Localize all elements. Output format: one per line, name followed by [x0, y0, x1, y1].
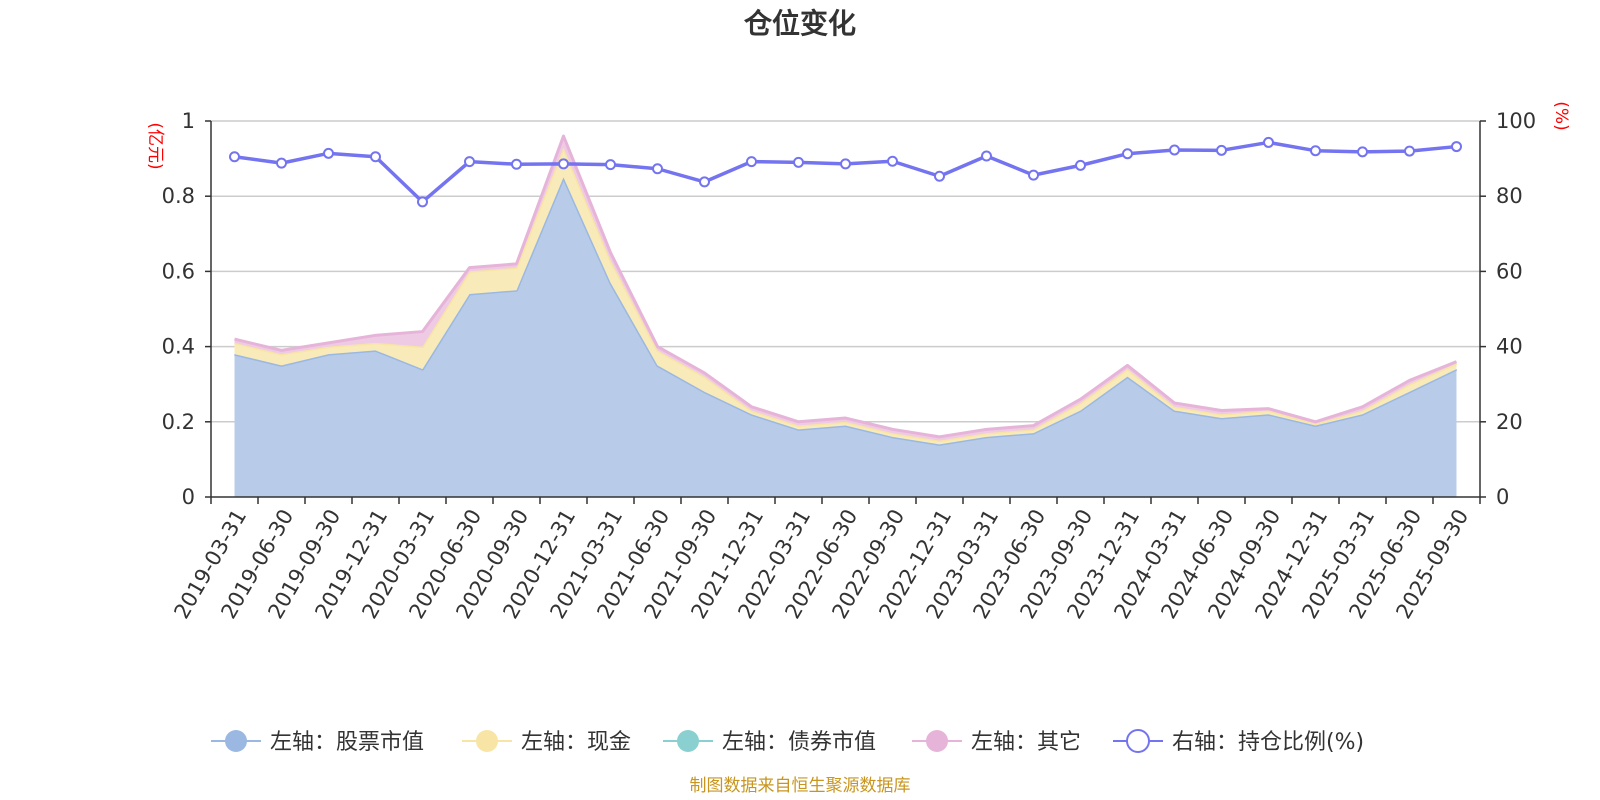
chart-title: 仓位变化 — [744, 7, 856, 40]
ratio-point — [1169, 144, 1180, 156]
ratio-line-series — [229, 136, 1462, 208]
legend-marker — [1126, 729, 1150, 753]
area-左轴：现金 — [234, 147, 1457, 445]
ratio-point — [1216, 144, 1227, 156]
right-y-tick-label: 20 — [1496, 410, 1523, 434]
legend-item: 左轴：股票市值 — [211, 730, 424, 755]
legend-marker — [225, 730, 247, 752]
ratio-point — [652, 163, 663, 175]
left-y-tick-label: 1 — [182, 109, 195, 133]
legend-item: 左轴：债券市值 — [663, 730, 876, 755]
ratio-point — [276, 157, 287, 169]
legend-item: 左轴：现金 — [462, 730, 631, 755]
legend-label: 左轴：现金 — [521, 730, 631, 755]
legend-item: 左轴：其它 — [912, 730, 1081, 755]
ratio-point — [464, 156, 475, 168]
ratio-point — [887, 155, 898, 167]
ratio-point — [605, 159, 616, 171]
ratio-point — [1310, 145, 1321, 157]
legend-item: 右轴：持仓比例(%) — [1113, 729, 1364, 755]
right-y-tick-label: 100 — [1496, 109, 1536, 133]
left-y-tick-label: 0 — [182, 485, 195, 509]
left-y-tick-label: 0.8 — [162, 184, 195, 208]
ratio-point — [699, 176, 710, 188]
ratio-point — [558, 158, 569, 170]
ratio-line — [234, 140, 1457, 204]
left-y-tick-label: 0.6 — [162, 259, 195, 283]
ratio-point — [746, 156, 757, 168]
ratio-point — [1357, 146, 1368, 158]
ratio-point — [1451, 141, 1462, 153]
ratio-point — [934, 170, 945, 182]
legend-label: 左轴：债券市值 — [722, 730, 876, 755]
ratio-point — [793, 156, 804, 168]
left-y-tick-label: 0.4 — [162, 335, 195, 359]
ratio-point — [1075, 159, 1086, 171]
ratio-point — [981, 150, 992, 162]
ratio-point — [370, 151, 381, 163]
right-y-tick-label: 40 — [1496, 335, 1523, 359]
legend-marker — [476, 730, 498, 752]
ratio-point — [840, 158, 851, 170]
left-y-tick-label: 0.2 — [162, 410, 195, 434]
ratio-point — [1122, 148, 1133, 160]
ratio-point — [229, 151, 240, 163]
ratio-point — [417, 196, 428, 208]
legend-label: 右轴：持仓比例(%) — [1172, 730, 1364, 755]
right-axis-unit: (%) — [1551, 101, 1571, 130]
legend: 左轴：股票市值 左轴：现金 左轴：债券市值 左轴：其它 右轴：持仓比例(%) — [211, 729, 1364, 755]
legend-marker — [926, 730, 948, 752]
legend-label: 左轴：股票市值 — [270, 730, 424, 755]
area-series — [234, 134, 1458, 497]
area-左轴：股票市值 — [234, 177, 1457, 497]
right-y-tick-label: 0 — [1496, 485, 1509, 509]
ratio-point — [1263, 136, 1274, 148]
data-source-footer: 制图数据来自恒生聚源数据库 — [690, 776, 911, 796]
ratio-point — [1028, 169, 1039, 181]
legend-label: 左轴：其它 — [971, 730, 1081, 755]
area-line-左轴：其它 — [234, 134, 1458, 439]
ratio-point — [323, 147, 334, 159]
ratio-point — [511, 158, 522, 170]
right-y-tick-label: 60 — [1496, 259, 1523, 283]
legend-marker — [677, 730, 699, 752]
ratio-point — [1404, 145, 1415, 157]
left-axis-unit: (亿元) — [145, 122, 165, 169]
right-y-tick-label: 80 — [1496, 184, 1523, 208]
